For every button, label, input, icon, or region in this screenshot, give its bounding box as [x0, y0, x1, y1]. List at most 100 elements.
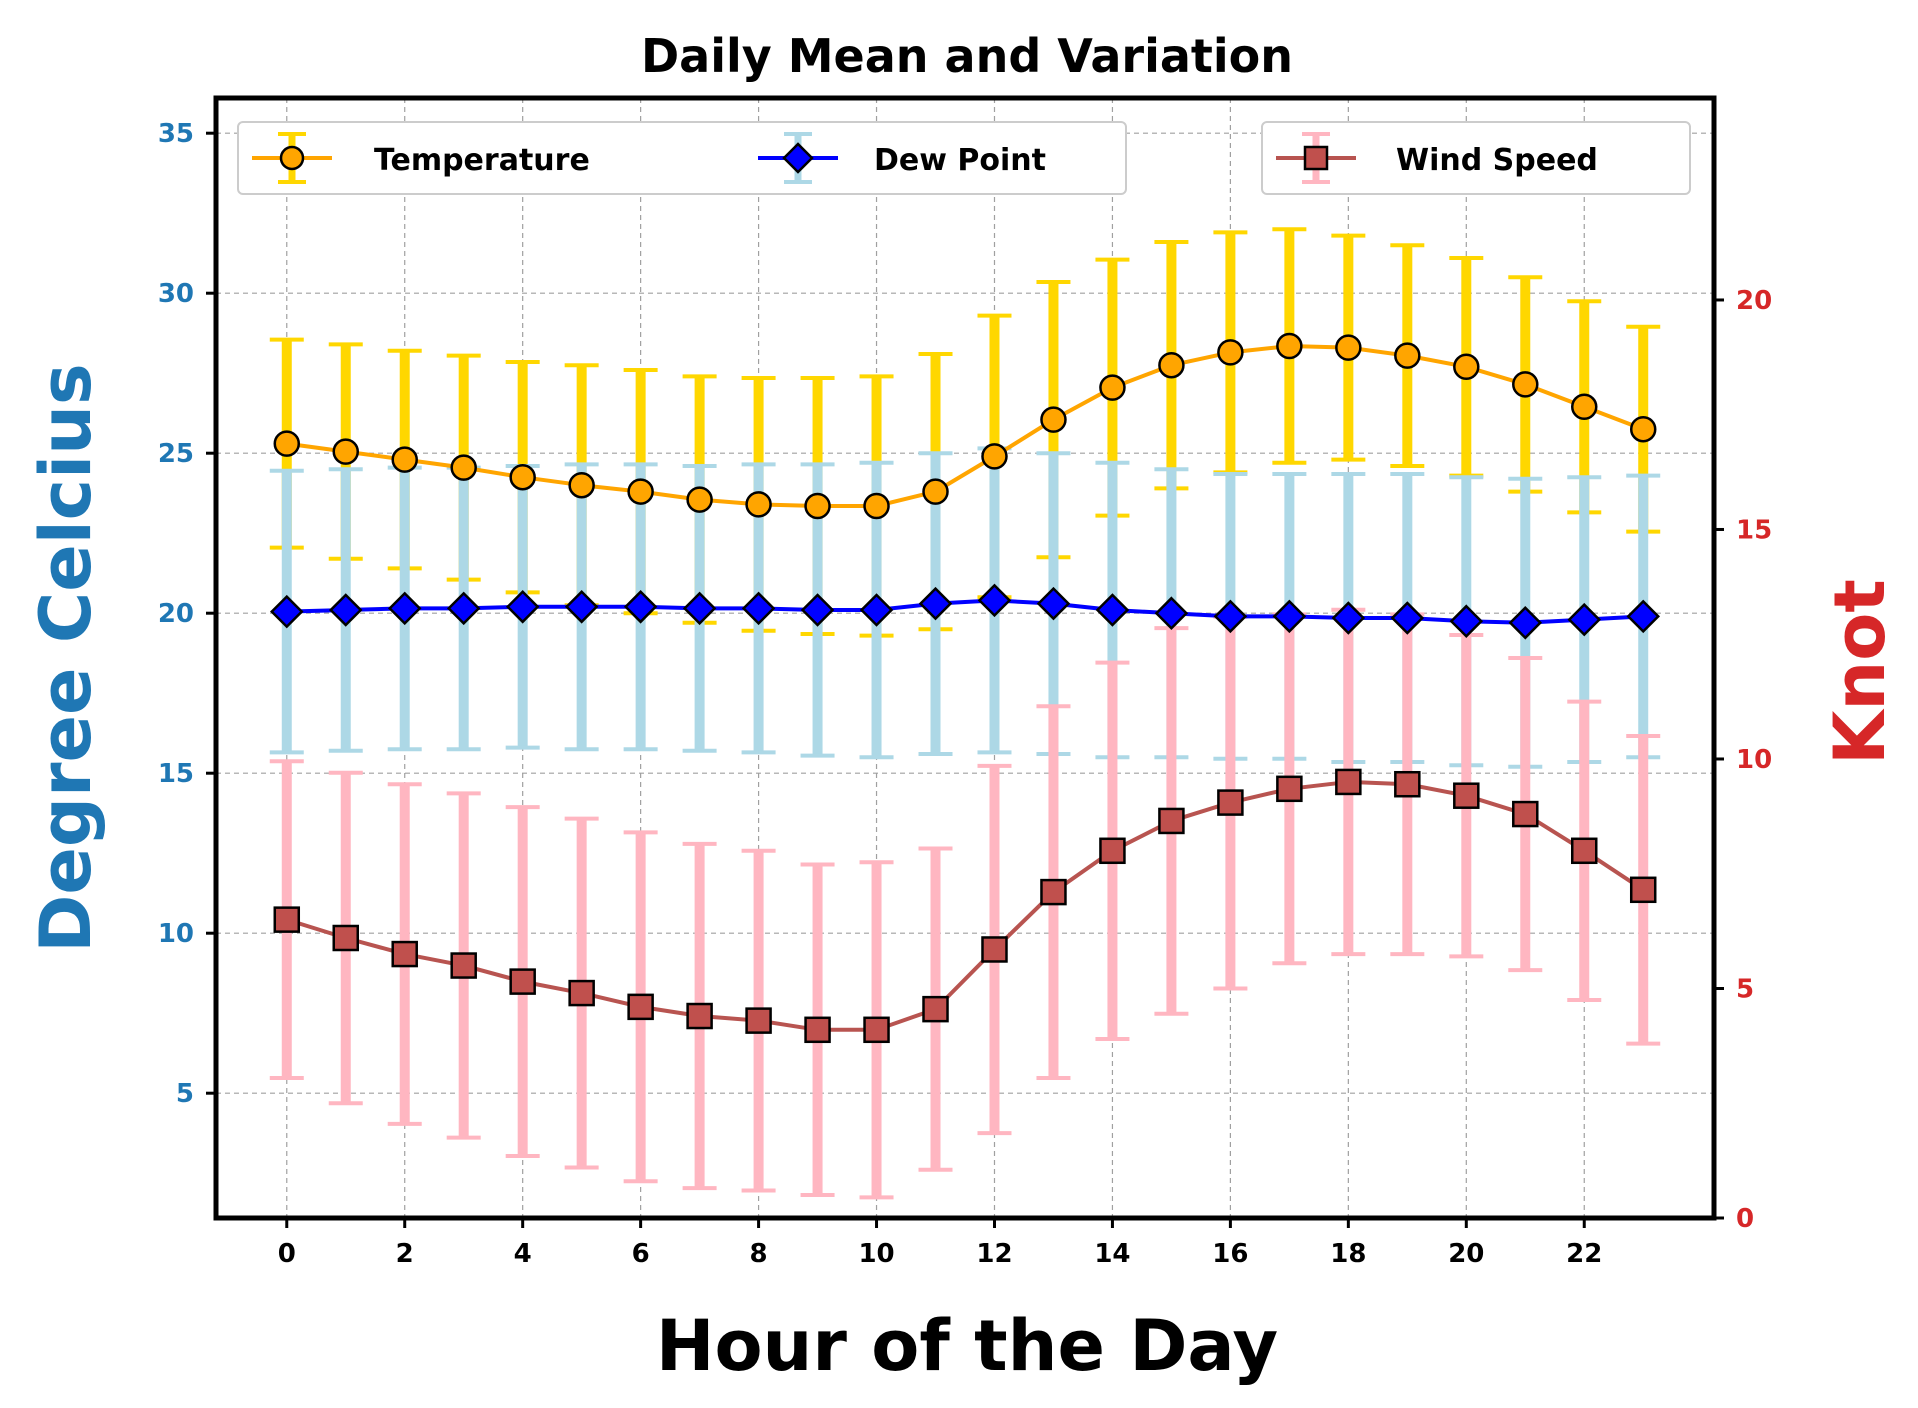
legend-label-dew-point: Dew Point: [874, 143, 1046, 178]
y-right-tick-label: 10: [1736, 745, 1772, 775]
point-temperature-19: [1394, 342, 1421, 369]
legend-left-frame: [237, 121, 1127, 195]
point-temperature-2: [391, 446, 418, 473]
legend-key-temperature: [252, 132, 332, 184]
x-tick-label: 10: [858, 1239, 894, 1269]
point-wind-speed-8: [745, 1007, 772, 1034]
point-dew-point-14: [1095, 593, 1130, 627]
point-wind-speed-10: [863, 1016, 890, 1044]
x-tick-label: 16: [1212, 1239, 1248, 1269]
x-tick-label: 20: [1448, 1239, 1484, 1269]
point-dew-point-6: [623, 590, 658, 624]
point-temperature-17: [1276, 332, 1303, 360]
y-left-tick-label: 25: [158, 439, 194, 469]
legend-label-wind-speed: Wind Speed: [1396, 143, 1598, 178]
point-dew-point-2: [387, 591, 422, 626]
point-dew-point-10: [859, 593, 894, 627]
point-dew-point-7: [682, 591, 717, 626]
x-tick-label: 4: [514, 1239, 532, 1269]
legend-temperature-dewpoint: Temperature Dew Point: [237, 121, 1127, 195]
point-temperature-4: [509, 463, 536, 491]
y-right-tick-label: 0: [1736, 1204, 1754, 1234]
point-wind-speed-6: [627, 993, 654, 1021]
point-dew-point-9: [800, 593, 835, 627]
point-wind-speed-19: [1394, 770, 1421, 798]
point-wind-speed-4: [509, 968, 536, 995]
point-wind-speed-13: [1040, 878, 1067, 906]
point-dew-point-17: [1272, 599, 1307, 634]
point-wind-speed-22: [1571, 837, 1598, 865]
point-temperature-1: [332, 438, 359, 465]
point-wind-speed-21: [1512, 800, 1539, 828]
y-right-tick-label: 20: [1736, 286, 1772, 316]
point-temperature-16: [1217, 339, 1244, 366]
point-dew-point-13: [1036, 586, 1071, 621]
axes-layer: 0 2 4 6 8 10 12 14 16 18 20 22 5 10 15 20 25 30 35 0 5 10 15 20: [158, 95, 1772, 1269]
point-temperature-12: [981, 443, 1008, 470]
x-tick-label: 22: [1566, 1239, 1602, 1269]
point-temperature-13: [1040, 406, 1067, 433]
legend-label-temperature: Temperature: [374, 143, 590, 178]
point-wind-speed-2: [391, 940, 418, 968]
x-tick-label: 2: [396, 1239, 414, 1269]
point-wind-speed-15: [1158, 807, 1185, 835]
y-axis-label-left: Degree Celcius: [25, 363, 107, 952]
point-temperature-9: [804, 492, 831, 520]
point-wind-speed-1: [332, 924, 359, 952]
point-dew-point-23: [1626, 599, 1660, 634]
point-wind-speed-16: [1217, 789, 1244, 816]
point-wind-speed-23: [1629, 876, 1657, 904]
point-wind-speed-5: [568, 979, 595, 1007]
point-dew-point-8: [741, 591, 776, 626]
y-left-tick-label: 35: [158, 119, 194, 149]
point-wind-speed-3: [450, 952, 477, 979]
y-right-tick-label: 15: [1736, 515, 1772, 545]
legend-key-dew-point: [758, 132, 838, 184]
point-dew-point-12: [977, 583, 1012, 618]
point-dew-point-18: [1331, 601, 1366, 635]
point-dew-point-22: [1567, 602, 1602, 637]
x-tick-label: 14: [1094, 1239, 1130, 1269]
chart-title: Daily Mean and Variation: [641, 29, 1293, 83]
y-axis-label-right: Knot: [1819, 579, 1901, 765]
point-temperature-0: [273, 430, 301, 457]
point-temperature-15: [1158, 351, 1185, 379]
y-right-tick-label: 5: [1736, 974, 1754, 1004]
y-left-tick-label: 15: [158, 759, 194, 789]
point-wind-speed-14: [1099, 837, 1126, 865]
point-wind-speed-7: [686, 1002, 713, 1030]
point-wind-speed-17: [1276, 775, 1303, 803]
point-temperature-3: [450, 454, 477, 481]
point-temperature-10: [863, 492, 890, 520]
x-axis-label: Hour of the Day: [656, 1305, 1278, 1387]
point-dew-point-0: [270, 594, 304, 629]
legend-key-wind-speed: [1276, 132, 1356, 184]
y-left-tick-label: 20: [158, 599, 194, 629]
point-dew-point-1: [328, 593, 363, 627]
legend-wind-speed: Wind Speed: [1261, 121, 1691, 195]
point-temperature-18: [1335, 334, 1362, 361]
point-temperature-8: [745, 491, 772, 518]
point-temperature-11: [922, 478, 949, 505]
point-dew-point-4: [505, 590, 540, 624]
point-temperature-20: [1453, 353, 1480, 381]
point-wind-speed-18: [1335, 768, 1362, 796]
point-temperature-21: [1512, 371, 1539, 398]
point-dew-point-15: [1154, 596, 1189, 630]
point-wind-speed-20: [1453, 782, 1480, 809]
point-dew-point-11: [918, 586, 953, 621]
x-tick-label: 18: [1330, 1239, 1366, 1269]
point-dew-point-21: [1508, 606, 1543, 640]
legend-right-frame: [1261, 121, 1691, 195]
point-dew-point-3: [446, 591, 481, 626]
x-tick-label: 6: [632, 1239, 650, 1269]
y-left-tick-label: 10: [158, 919, 194, 949]
y-left-tick-label: 5: [176, 1079, 194, 1109]
point-temperature-14: [1099, 374, 1126, 401]
point-dew-point-16: [1213, 599, 1248, 634]
point-wind-speed-11: [922, 995, 949, 1023]
point-dew-point-5: [564, 590, 599, 624]
point-temperature-6: [627, 478, 654, 505]
